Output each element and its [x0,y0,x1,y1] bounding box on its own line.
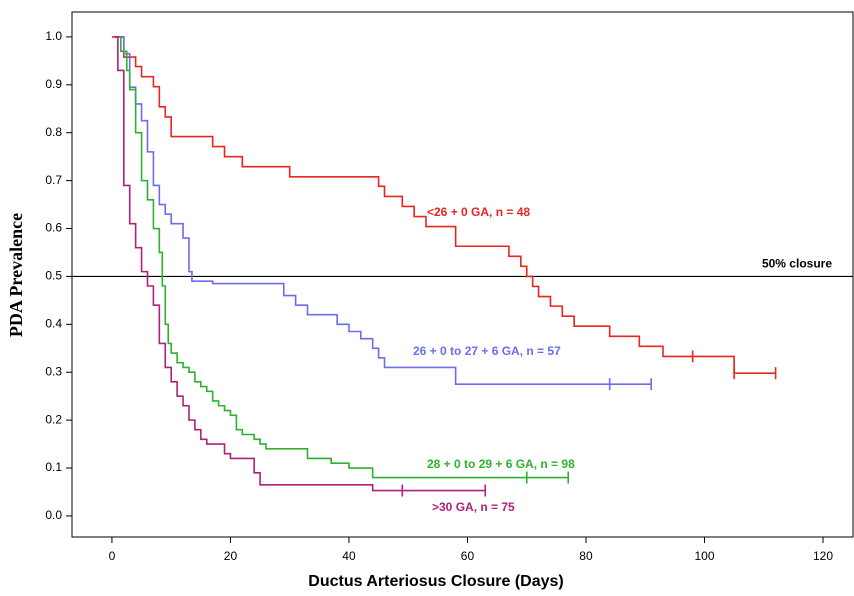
series-label: 26 + 0 to 27 + 6 GA, n = 57 [413,344,561,358]
x-tick-label: 100 [694,549,714,563]
x-tick-label: 80 [579,549,593,563]
survival-curve [111,36,776,374]
survival-curve [117,36,652,385]
x-tick-label: 40 [342,549,356,563]
y-tick-label: 0.5 [45,269,62,283]
y-tick-label: 0.7 [45,173,62,187]
survival-curve [114,36,486,492]
y-tick-label: 1.0 [45,29,62,43]
series-label: >30 GA, n = 75 [432,500,515,514]
x-tick-label: 0 [109,549,116,563]
x-tick-label: 120 [813,549,833,563]
y-tick-label: 0.4 [45,316,62,330]
y-tick-label: 0.6 [45,221,62,235]
y-tick-label: 0.2 [45,412,62,426]
y-tick-label: 0.1 [45,460,62,474]
plot-frame [71,11,854,538]
series-label: <26 + 0 GA, n = 48 [427,205,530,219]
y-axis-title: PDA Prevalence [6,213,26,337]
x-tick-label: 60 [461,549,475,563]
reference-label: 50% closure [762,257,832,271]
x-tick-label: 20 [224,549,238,563]
x-axis-title: Ductus Arteriosus Closure (Days) [308,573,563,590]
survival-curve [117,36,569,479]
y-tick-label: 0.0 [45,508,62,522]
y-tick-label: 0.8 [45,125,62,139]
y-tick-label: 0.9 [45,77,62,91]
y-tick-label: 0.3 [45,364,62,378]
series-label: 28 + 0 to 29 + 6 GA, n = 98 [427,457,575,471]
